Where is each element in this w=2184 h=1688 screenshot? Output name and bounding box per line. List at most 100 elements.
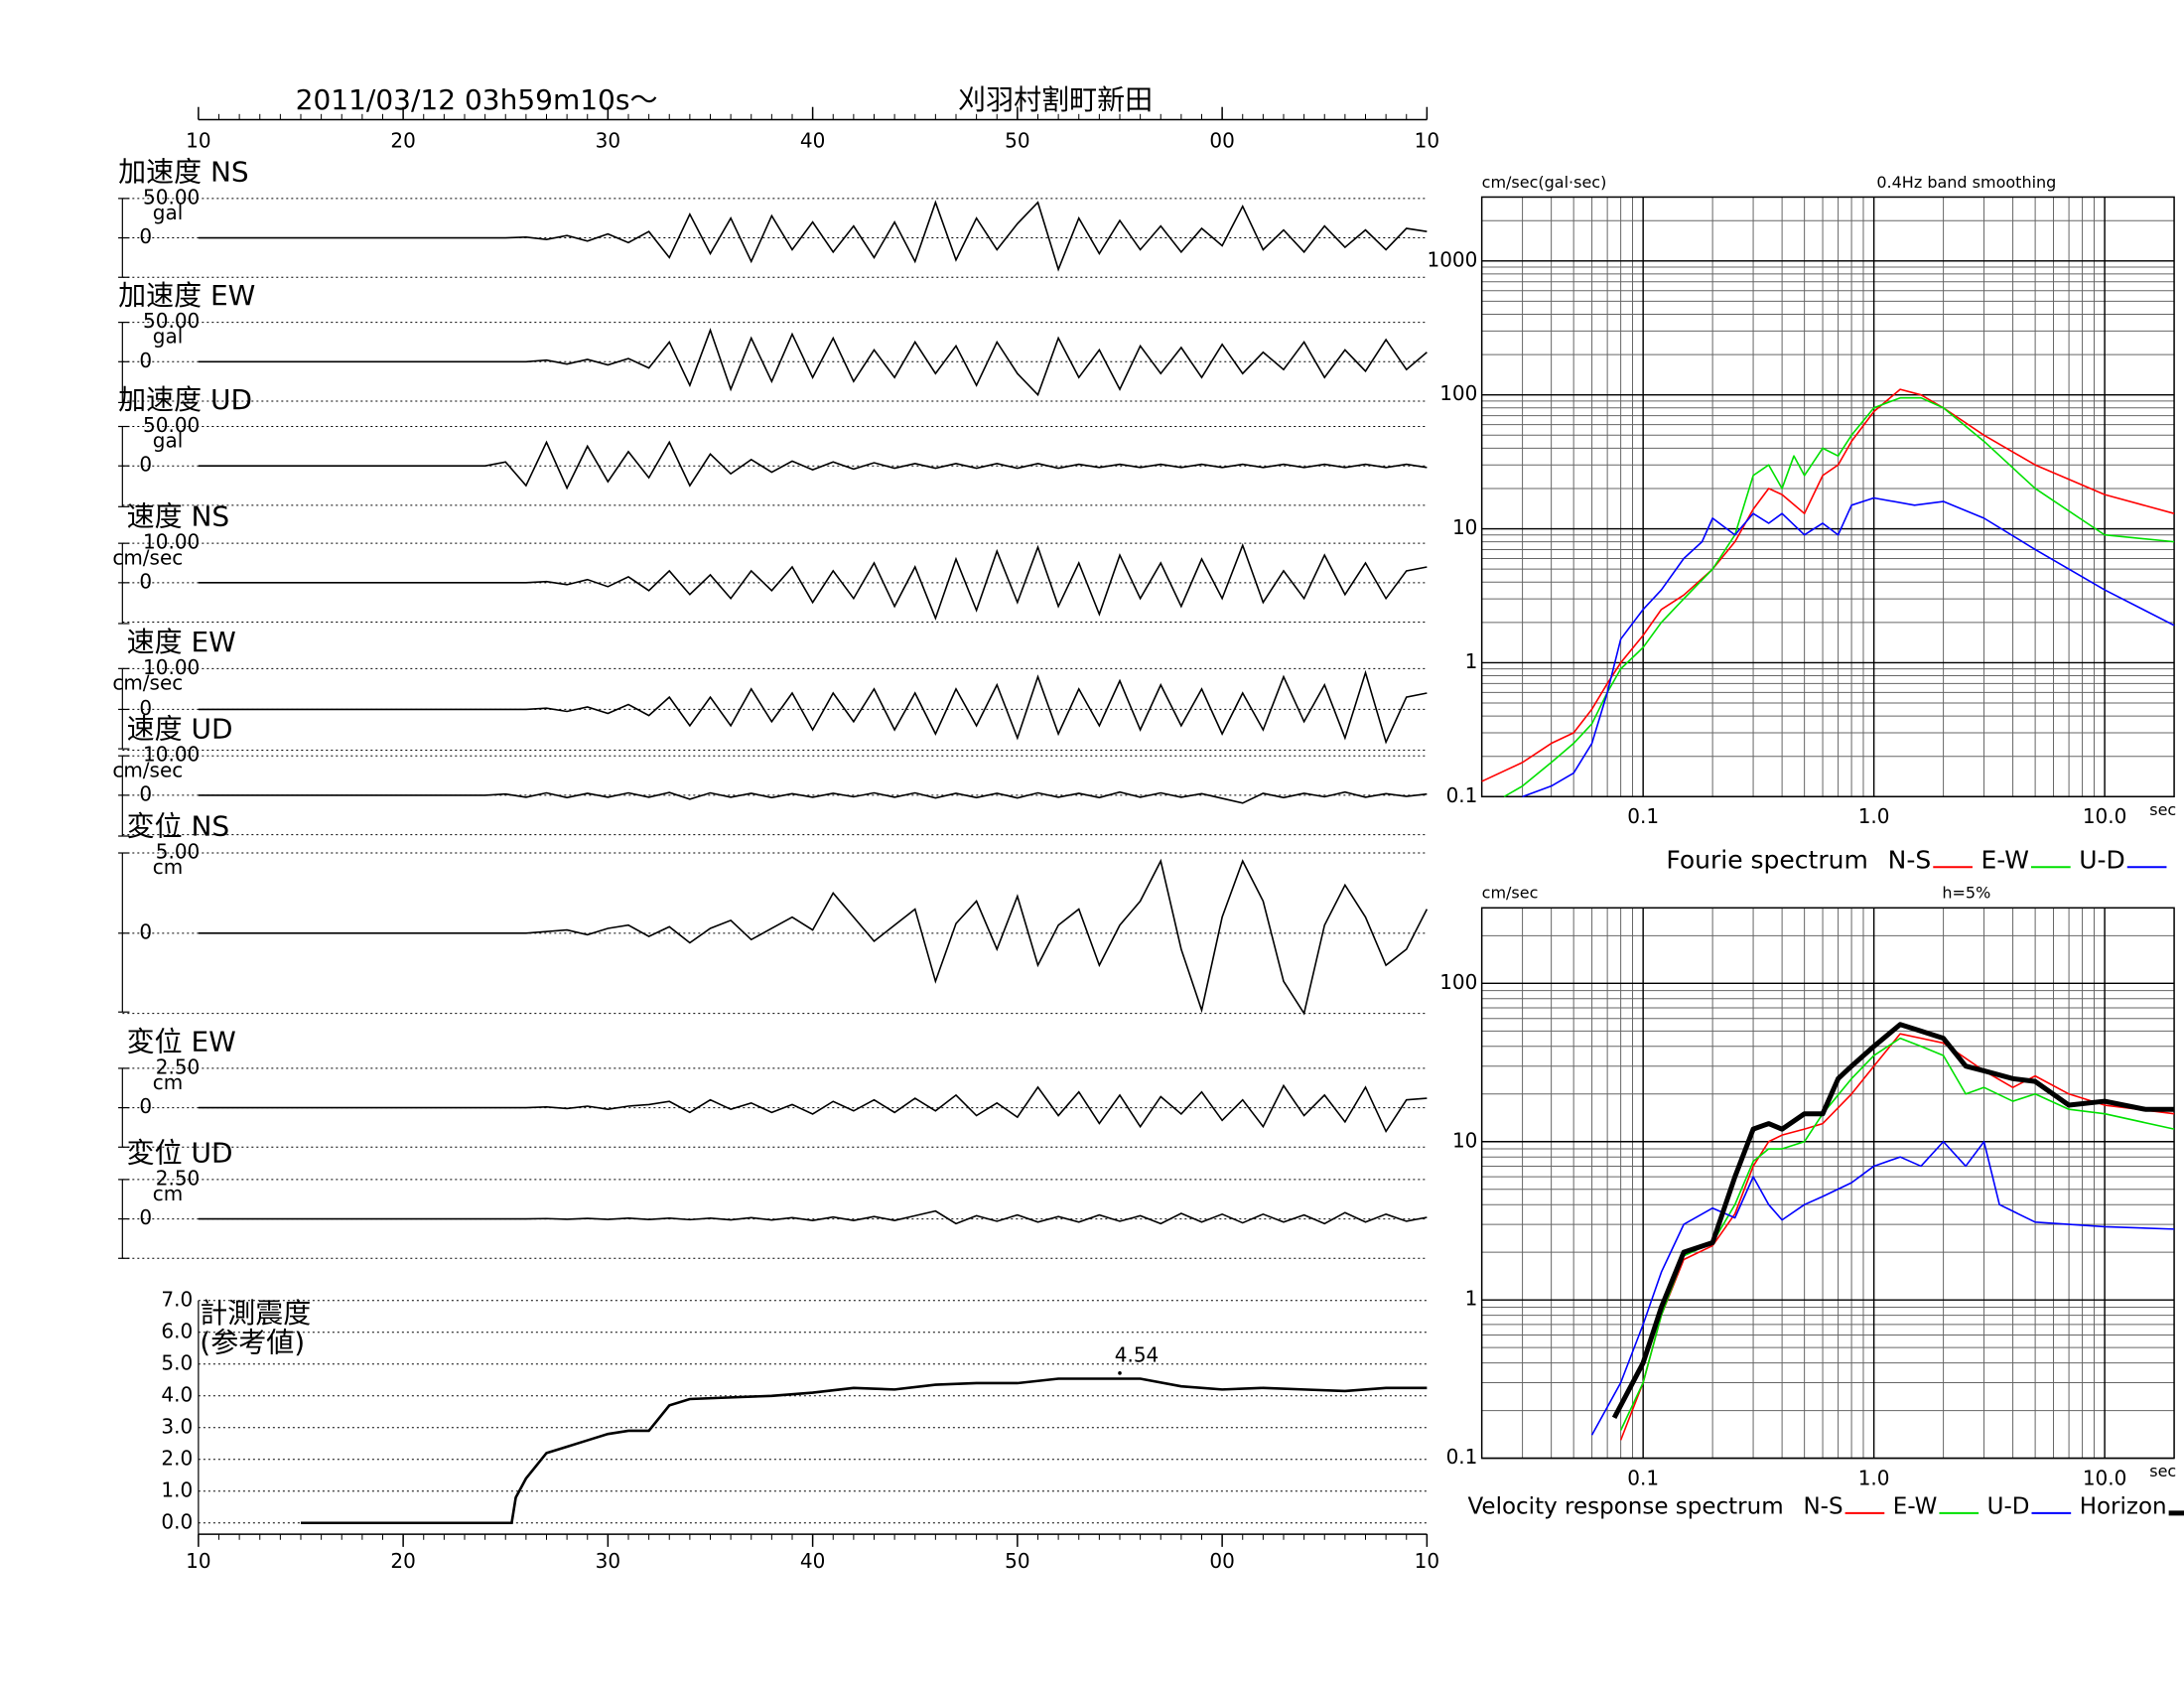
x-tick-label: 30 bbox=[596, 129, 620, 153]
y-tick-label: 0 bbox=[139, 1205, 152, 1229]
legend-label: Horizon bbox=[2080, 1494, 2167, 1520]
chart-title: 計測震度 bbox=[200, 1297, 311, 1330]
x-tick-label: 10 bbox=[186, 129, 210, 153]
x-tick-label: 10.0 bbox=[2083, 804, 2127, 828]
legend-title: Fourie spectrum bbox=[1666, 846, 1867, 875]
unit-label: cm/sec bbox=[112, 670, 183, 694]
legend-label: E-W bbox=[1893, 1494, 1938, 1520]
panel-title: 加速度 NS bbox=[118, 155, 249, 188]
y-axis-label: cm/sec(gal·sec) bbox=[1482, 173, 1607, 192]
spectrum-line bbox=[1611, 1022, 2175, 1420]
y-tick-label: 0.1 bbox=[1446, 783, 1478, 807]
y-tick-label: 50.00 bbox=[143, 185, 200, 209]
x-tick-label: 1.0 bbox=[1858, 804, 1890, 828]
panel-title: 速度 NS bbox=[127, 500, 230, 533]
y-tick-label: 10.00 bbox=[143, 530, 200, 554]
legend-label: E-W bbox=[1980, 846, 2029, 875]
y-tick-label: 1 bbox=[1465, 1287, 1478, 1311]
y-tick-label: 5.00 bbox=[156, 840, 201, 864]
unit-label: cm bbox=[153, 855, 183, 879]
x-tick-label: 20 bbox=[390, 1549, 415, 1573]
panel-title: 加速度 EW bbox=[118, 279, 255, 312]
plot-subtitle: h=5% bbox=[1942, 884, 1990, 903]
spectrum-line bbox=[1481, 388, 2175, 782]
spectrum-line bbox=[1503, 396, 2175, 798]
y-tick-label: 6.0 bbox=[161, 1319, 193, 1342]
y-tick-label: 7.0 bbox=[161, 1287, 193, 1311]
waveform-line bbox=[198, 858, 1429, 1016]
y-tick-label: 50.00 bbox=[143, 309, 200, 333]
y-tick-label: 100 bbox=[1439, 381, 1477, 405]
x-tick-label: 40 bbox=[800, 129, 825, 153]
annotation: 4.54 bbox=[1115, 1342, 1160, 1366]
y-tick-label: 50.00 bbox=[143, 413, 200, 437]
y-tick-label: 0.1 bbox=[1446, 1445, 1478, 1469]
panel-title: 変位 EW bbox=[127, 1025, 236, 1057]
y-tick-label: 0.0 bbox=[161, 1509, 193, 1533]
x-tick-label: 0.1 bbox=[1627, 804, 1659, 828]
unit-label: gal bbox=[153, 201, 184, 224]
waveform-line bbox=[198, 1083, 1428, 1134]
legend-label: U-D bbox=[2079, 846, 2125, 875]
y-tick-label: 1 bbox=[1465, 649, 1478, 673]
header-date: 2011/03/12 03h59m10s〜 bbox=[296, 83, 658, 116]
y-tick-label: 0 bbox=[139, 224, 152, 248]
unit-label: cm bbox=[153, 1070, 183, 1094]
waveform-line bbox=[198, 440, 1428, 491]
x-tick-label: 1.0 bbox=[1858, 1466, 1890, 1489]
x-tick-label: 50 bbox=[1005, 129, 1029, 153]
x-tick-label: 10 bbox=[1415, 129, 1439, 153]
x-tick-label: 10.0 bbox=[2083, 1466, 2127, 1489]
legend-label: N-S bbox=[1888, 846, 1932, 875]
station-name: 刈羽村割町新田 bbox=[958, 83, 1153, 116]
plot-frame bbox=[1480, 196, 2175, 798]
unit-label: gal bbox=[153, 325, 184, 349]
waveform-line bbox=[198, 328, 1428, 397]
x-tick-label: 50 bbox=[1005, 1549, 1029, 1573]
chart-subtitle: (参考値) bbox=[200, 1327, 305, 1359]
x-tick-label: 20 bbox=[390, 129, 415, 153]
plot-frame bbox=[1480, 907, 2175, 1460]
x-tick-label: 10 bbox=[1415, 1549, 1439, 1573]
legend-label: N-S bbox=[1803, 1494, 1843, 1520]
waveform-line bbox=[198, 790, 1428, 804]
spectrum-line bbox=[1590, 1140, 2175, 1436]
y-tick-label: 0 bbox=[139, 569, 152, 593]
spectrum-line bbox=[1619, 1033, 2175, 1441]
spectrum-line bbox=[1522, 496, 2175, 798]
y-tick-label: 3.0 bbox=[161, 1414, 193, 1438]
legend-title: Velocity response spectrum bbox=[1467, 1494, 1783, 1520]
x-axis-label: sec bbox=[2149, 1462, 2176, 1480]
intensity-line bbox=[301, 1377, 1428, 1525]
unit-label: cm bbox=[153, 1182, 183, 1205]
y-tick-label: 5.0 bbox=[161, 1350, 193, 1374]
y-tick-label: 2.0 bbox=[161, 1446, 193, 1470]
unit-label: cm/sec bbox=[112, 545, 183, 569]
y-tick-label: 4.0 bbox=[161, 1382, 193, 1406]
y-tick-label: 2.50 bbox=[156, 1166, 201, 1190]
panel-title: 速度 UD bbox=[127, 713, 233, 746]
panel-title: 変位 NS bbox=[127, 810, 230, 843]
y-tick-label: 0 bbox=[139, 453, 152, 477]
waveform-line bbox=[198, 1209, 1428, 1225]
panel-title: 速度 EW bbox=[127, 626, 236, 658]
y-tick-label: 10 bbox=[1452, 1128, 1477, 1152]
x-tick-label: 00 bbox=[1209, 1549, 1234, 1573]
waveform-line bbox=[198, 542, 1428, 621]
y-tick-label: 0 bbox=[139, 1094, 152, 1118]
y-tick-label: 0 bbox=[139, 919, 152, 943]
x-axis-label: sec bbox=[2149, 800, 2176, 819]
unit-label: cm/sec bbox=[112, 758, 183, 781]
y-axis-label: cm/sec bbox=[1482, 884, 1539, 903]
x-tick-label: 10 bbox=[186, 1549, 210, 1573]
y-tick-label: 10.00 bbox=[143, 655, 200, 679]
y-tick-label: 0 bbox=[139, 349, 152, 372]
y-tick-label: 100 bbox=[1439, 970, 1477, 994]
y-tick-label: 10 bbox=[1452, 515, 1477, 539]
y-tick-label: 0 bbox=[139, 781, 152, 805]
x-tick-label: 30 bbox=[596, 1549, 620, 1573]
y-tick-label: 0 bbox=[139, 696, 152, 720]
waveform-line bbox=[198, 669, 1428, 745]
